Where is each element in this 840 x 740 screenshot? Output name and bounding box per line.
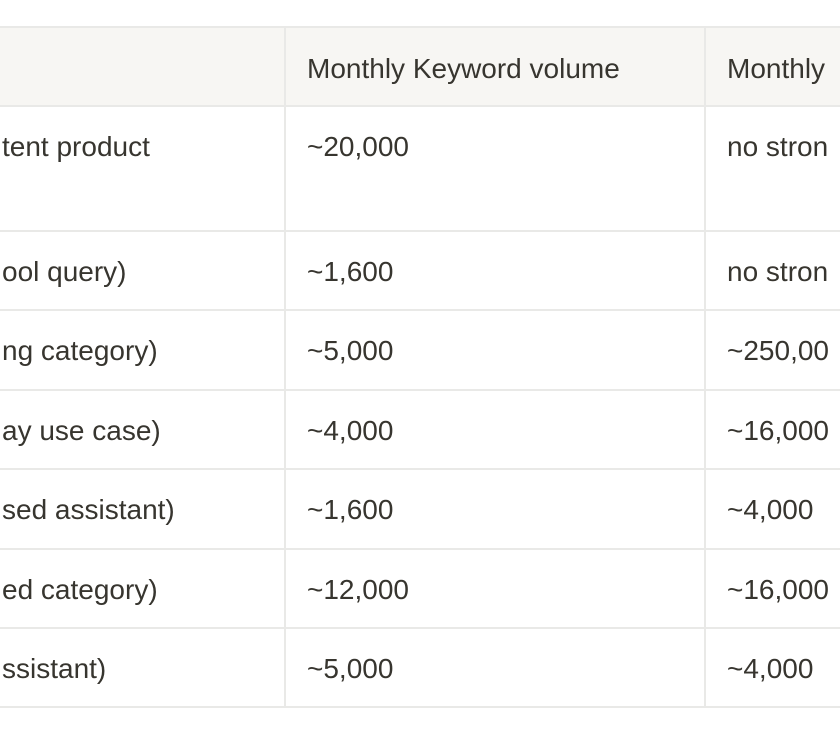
row-border — [0, 706, 840, 708]
table-cell: ~5,000 — [307, 335, 394, 366]
table-cell: ay use case) — [2, 415, 161, 446]
row-border — [0, 230, 840, 232]
header-cell: Monthly — [727, 53, 826, 84]
row-border — [0, 627, 840, 629]
table-cell: no stron — [727, 256, 829, 287]
column-border — [284, 27, 286, 707]
row-border — [0, 468, 840, 470]
row-border — [0, 548, 840, 550]
table-cell: ed category) — [2, 574, 158, 605]
table-cell: tent product — [2, 131, 150, 162]
table-cell: ~1,600 — [307, 256, 394, 287]
row-border — [0, 105, 840, 107]
table-cell: sed assistant) — [2, 494, 175, 525]
table-cell: ~250,00 — [727, 335, 829, 366]
table-cell: ~4,000 — [727, 494, 814, 525]
row-border — [0, 26, 840, 28]
row-border — [0, 309, 840, 311]
row-border — [0, 389, 840, 391]
table-cell: ~12,000 — [307, 574, 409, 605]
table-cell: ~16,000 — [727, 415, 829, 446]
header-background — [0, 27, 840, 106]
table-cell: ~4,000 — [727, 653, 814, 684]
table-cell: ~4,000 — [307, 415, 394, 446]
table-cell: ool query) — [2, 256, 127, 287]
table-cell: ~20,000 — [307, 131, 409, 162]
table-cell: ~5,000 — [307, 653, 394, 684]
table-cell: ~1,600 — [307, 494, 394, 525]
table-cell: no stron — [727, 131, 829, 162]
column-border — [704, 27, 706, 707]
header-cell: Monthly Keyword volume — [307, 53, 620, 84]
table-cell: ssistant) — [2, 653, 107, 684]
table-cell: ng category) — [2, 335, 158, 366]
table-cell: ~16,000 — [727, 574, 829, 605]
